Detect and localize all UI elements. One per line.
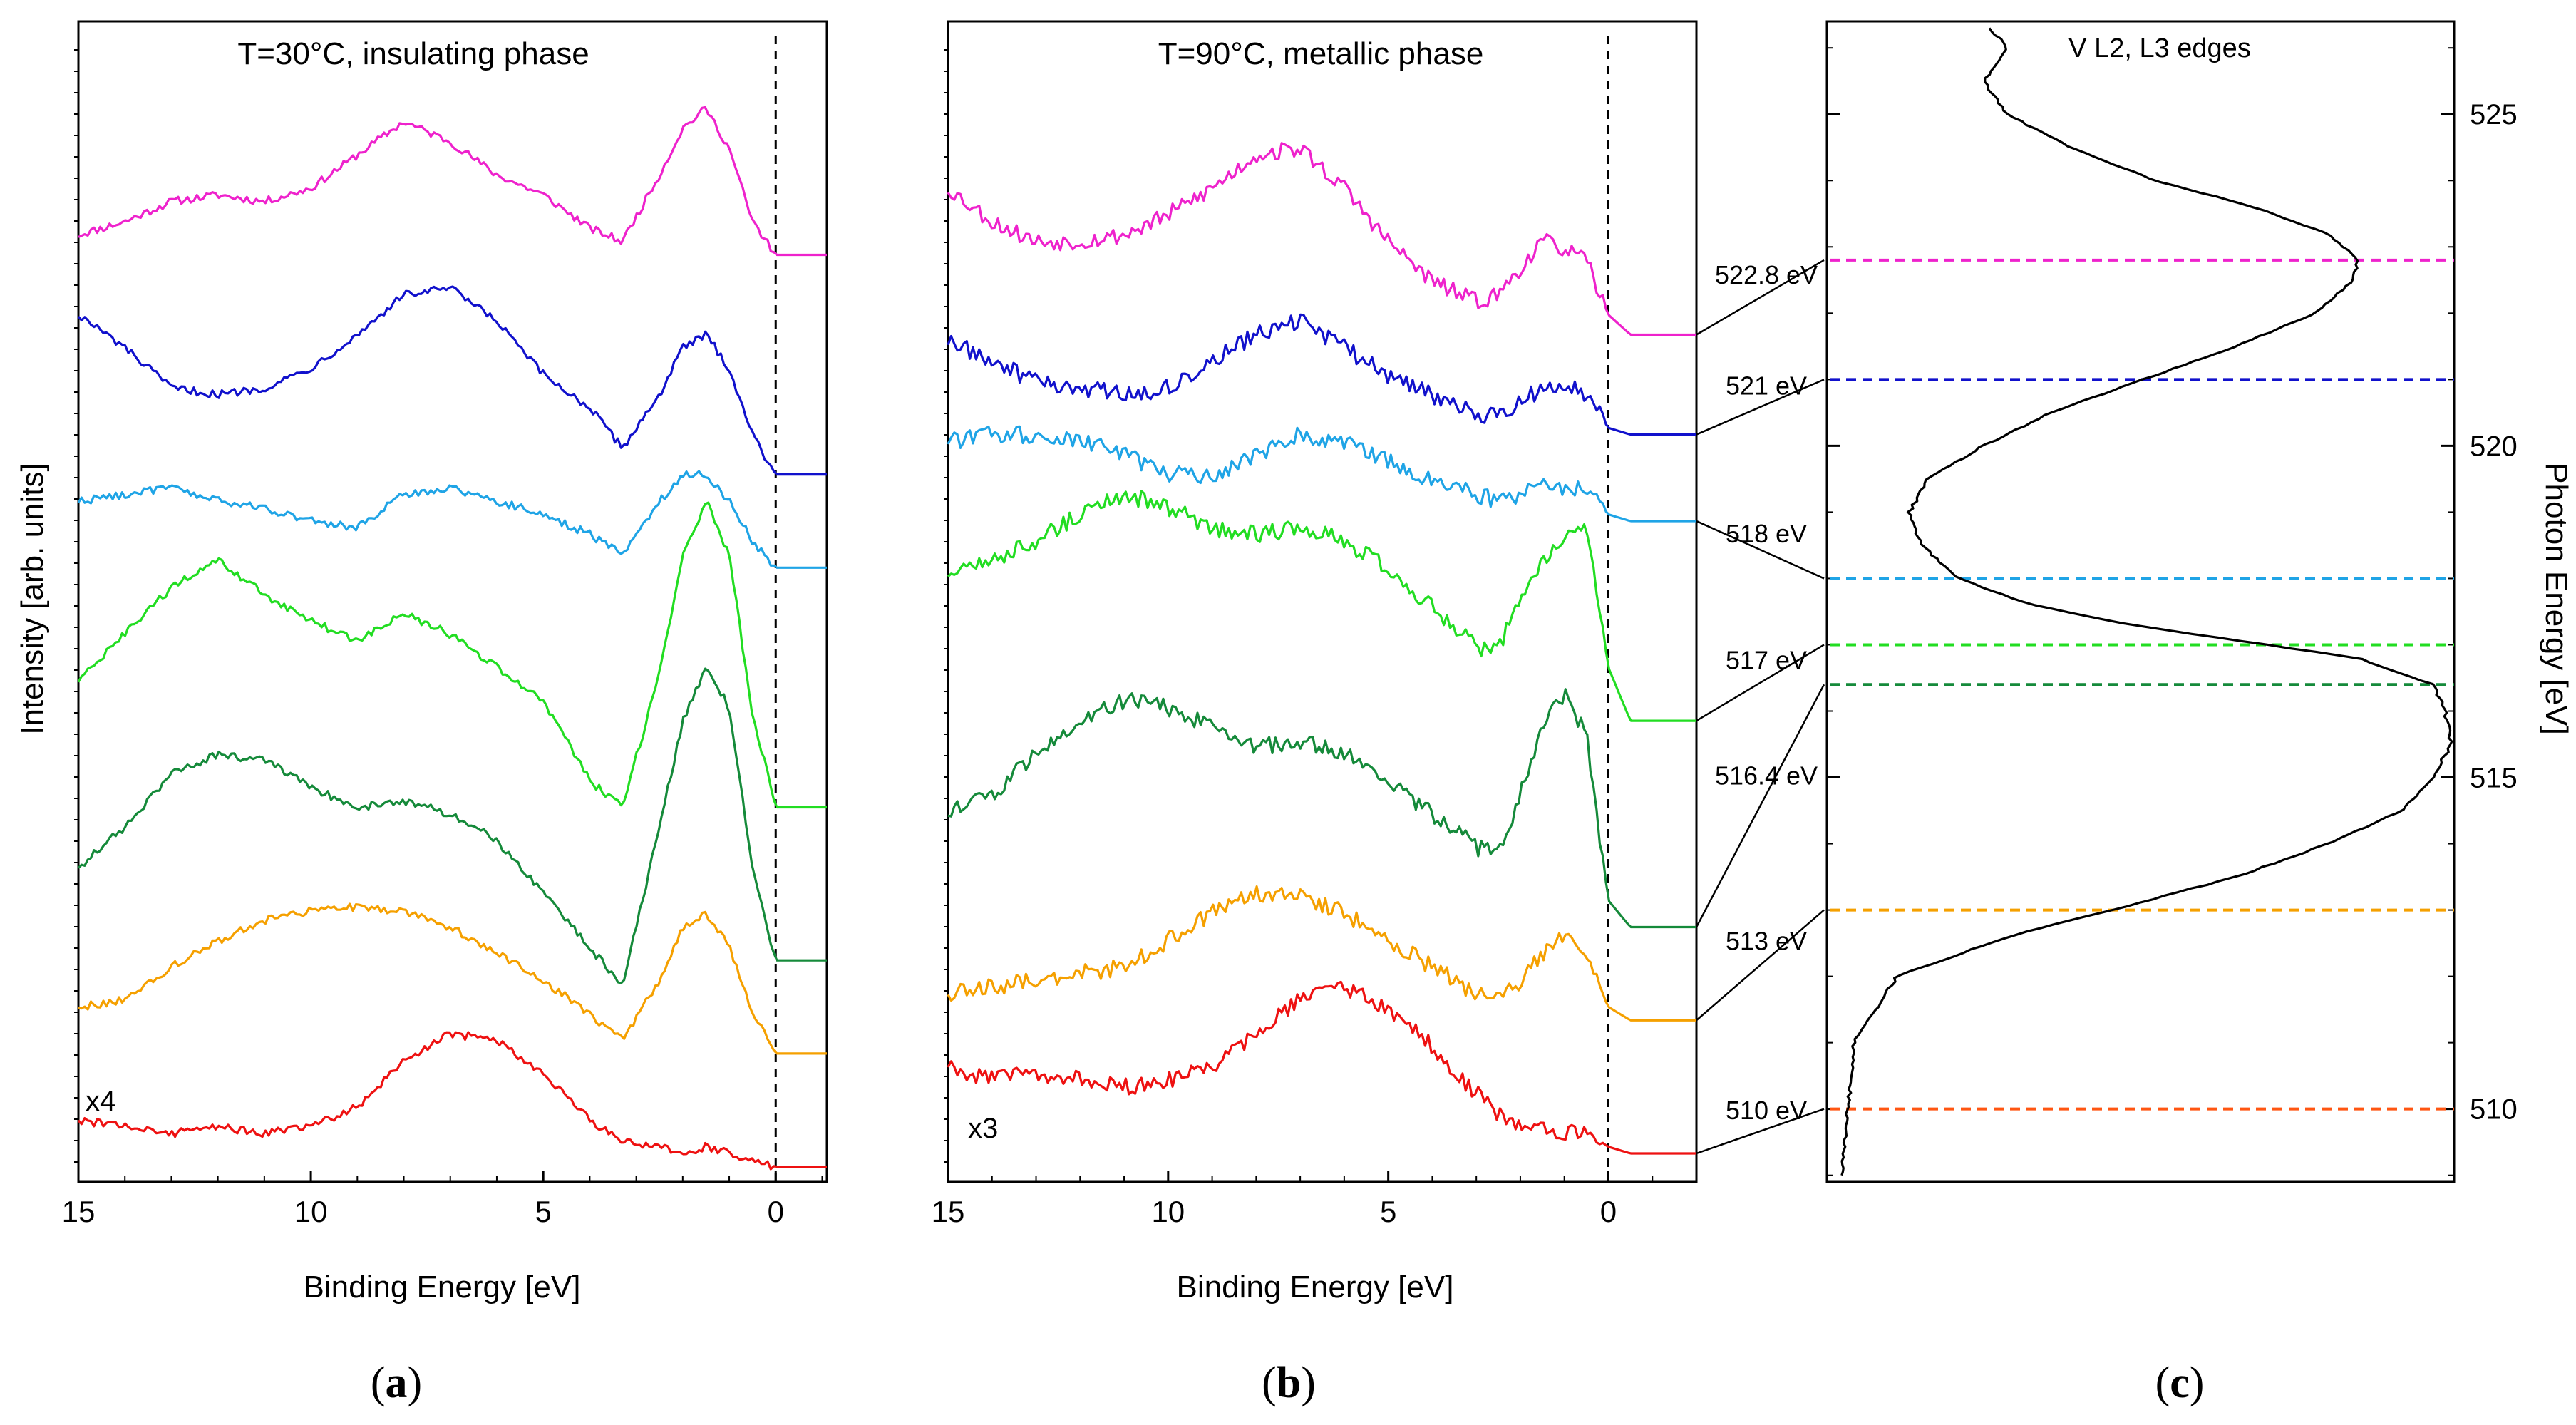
series-521-ev: [77, 285, 827, 476]
panel-b-plot: 15 10 5 0: [932, 36, 1697, 1228]
panel-c: V L2, L3 edges Photon Energy [eV] 510 515…: [1825, 20, 2574, 1407]
panel-a-label: (a): [371, 1359, 422, 1407]
connector-517-ev: [1696, 644, 1825, 722]
panel-b-scale-annotation: x3: [968, 1113, 998, 1144]
series-513-ev: [947, 885, 1696, 1022]
series-522-8-ev: [947, 142, 1696, 336]
x-tick-label-5: 5: [535, 1195, 551, 1228]
panel-c-plot: 510 515 520 525: [1827, 27, 2518, 1176]
series-517-ev: [947, 490, 1696, 722]
energy-label-518-ev: 518 eV: [1726, 519, 1807, 548]
series-517-ev: [77, 501, 827, 809]
panel-c-label: (c): [2155, 1359, 2205, 1407]
series-516-4-ev: [947, 688, 1696, 929]
energy-label-516-4-ev: 516.4 eV: [1715, 761, 1818, 790]
energy-label-521-ev: 521 eV: [1726, 371, 1807, 400]
c-y-tick-label-515: 515: [2470, 763, 2518, 794]
x-tick-label-15: 15: [62, 1195, 96, 1228]
series-518-ev: [947, 425, 1696, 523]
panel-b-label: (b): [1262, 1359, 1316, 1407]
panel-c-frame: [1825, 20, 2456, 1183]
connector-522-8-ev: [1696, 259, 1825, 336]
panel-a-title: T=30°C, insulating phase: [237, 36, 589, 71]
series-513-ev: [78, 902, 827, 1055]
c-y-tick-label-510: 510: [2470, 1094, 2518, 1126]
panel-a-scale-annotation: x4: [86, 1086, 115, 1117]
c-y-tick-label-525: 525: [2470, 99, 2518, 130]
panel-a-xlabel: Binding Energy [eV]: [304, 1270, 581, 1305]
connector-518-ev: [1696, 520, 1825, 580]
series-518-ev: [77, 470, 827, 569]
c-y-tick-label-520: 520: [2470, 431, 2518, 462]
energy-label-517-ev: 517 eV: [1726, 646, 1807, 675]
connector-513-ev: [1696, 909, 1825, 1022]
energy-label-522-8-ev: 522.8 eV: [1715, 260, 1818, 289]
x-tick-label-10: 10: [294, 1195, 328, 1228]
panel-b-frame: [947, 20, 1698, 1183]
x-tick-label-5: 5: [1380, 1195, 1396, 1228]
connector-510-ev: [1696, 1108, 1825, 1155]
panel-b: T=90°C, metallic phase x3 Binding Energy…: [932, 20, 1698, 1407]
panel-a-frame: [77, 20, 828, 1183]
series-522-8-ev: [78, 106, 827, 257]
panel-b-xlabel: Binding Energy [eV]: [1177, 1270, 1454, 1305]
energy-connectors: 522.8 eV 521 eV 518 eV 517 eV 516.4 eV 513 eV…: [1695, 259, 1825, 1155]
panel-a-ylabel: Intensity [arb. units]: [15, 463, 50, 735]
panel-a: T=30°C, insulating phase x4 Intensity [a…: [15, 20, 828, 1407]
series-510-ev: [947, 980, 1696, 1155]
panel-c-title: V L2, L3 edges: [2068, 34, 2251, 63]
connector-516-4-ev: [1695, 684, 1825, 928]
panel-a-plot: 15 10 5 0: [62, 36, 827, 1228]
x-tick-label-10: 10: [1151, 1195, 1185, 1228]
x-tick-label-0: 0: [768, 1195, 784, 1228]
panel-c-ylabel: Photon Energy [eV]: [2539, 463, 2574, 735]
series-521-ev: [947, 313, 1696, 436]
energy-label-510-ev: 510 eV: [1726, 1096, 1807, 1125]
panel-b-title: T=90°C, metallic phase: [1158, 36, 1484, 71]
absorption-curve: [1840, 27, 2453, 1176]
energy-label-513-ev: 513 eV: [1726, 927, 1807, 956]
x-tick-label-0: 0: [1600, 1195, 1617, 1228]
x-tick-label-15: 15: [932, 1195, 965, 1228]
series-516-4-ev: [77, 667, 827, 984]
connector-521-ev: [1696, 379, 1825, 436]
series-510-ev: [77, 1031, 827, 1171]
